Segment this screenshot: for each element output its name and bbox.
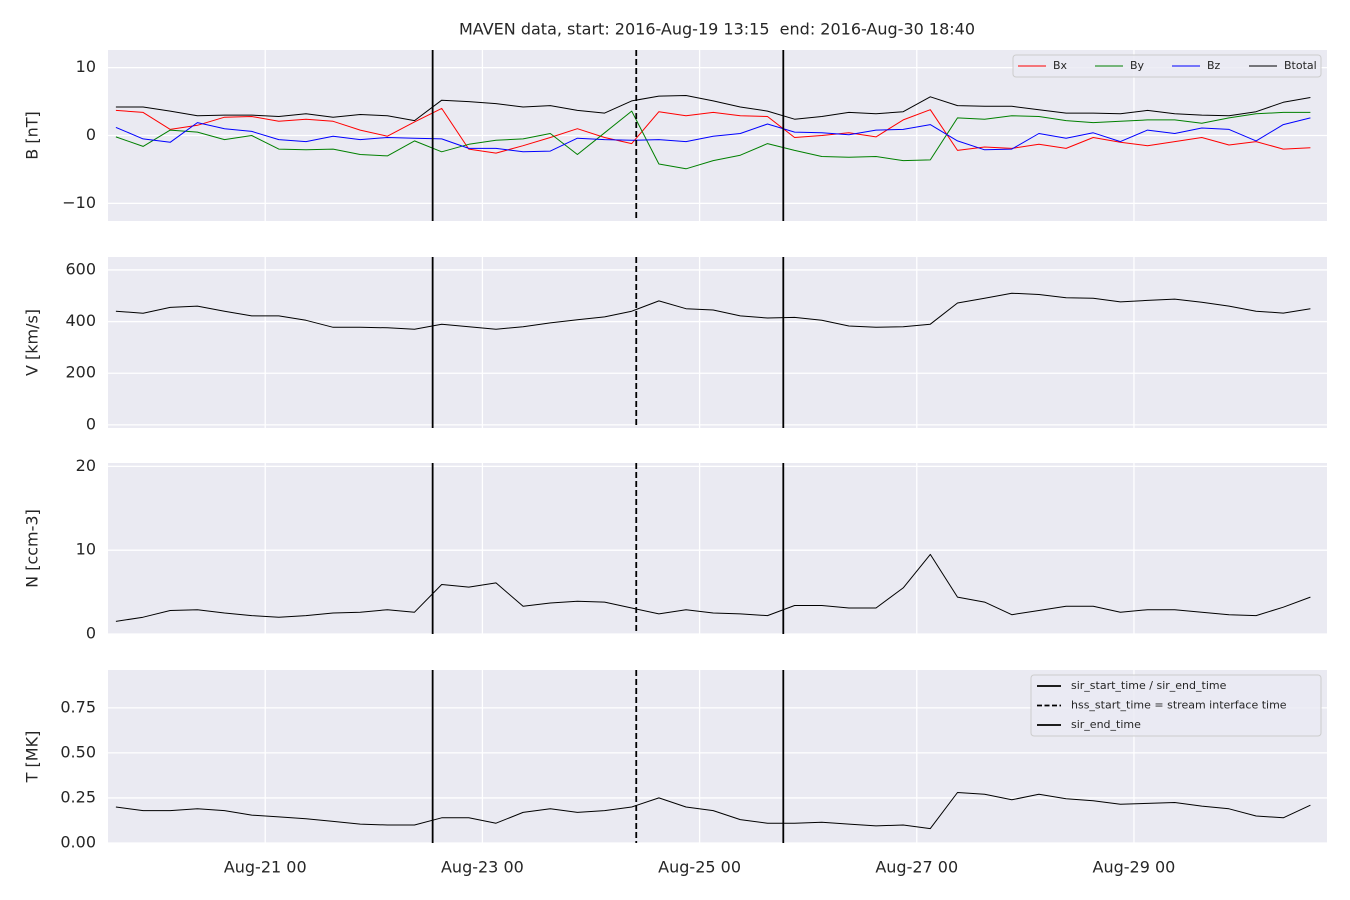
series-line <box>115 110 1311 170</box>
series-line <box>115 792 1311 830</box>
y-tick-label: 0.75 <box>60 697 96 716</box>
x-tick-label: Aug-23 00 <box>441 858 524 877</box>
series-line <box>115 292 1311 330</box>
y-tick-label: 200 <box>65 363 96 382</box>
series-group <box>115 292 1311 330</box>
y-tick-label: 600 <box>65 259 96 278</box>
x-tick-label: Aug-27 00 <box>875 858 958 877</box>
x-tick-label: Aug-29 00 <box>1093 858 1176 877</box>
x-tick-label: Aug-25 00 <box>658 858 741 877</box>
y-axis-label: B [nT] <box>23 111 42 159</box>
y-tick-label: −10 <box>62 193 96 212</box>
y-axis-label: N [ccm-3] <box>23 509 42 588</box>
legend-label: sir_start_time / sir_end_time <box>1071 679 1227 692</box>
y-tick-label: 10 <box>76 57 96 76</box>
legend-label: sir_end_time <box>1071 718 1141 731</box>
legend-box <box>1030 674 1322 737</box>
legend-label: hss_start_time = stream interface time <box>1071 699 1287 712</box>
series-line <box>115 117 1311 153</box>
series-group <box>115 95 1311 170</box>
y-tick-label: 0.25 <box>60 787 96 806</box>
series-line <box>115 95 1311 122</box>
y-tick-label: 0.00 <box>60 833 96 852</box>
plot-background <box>108 463 1327 634</box>
legend-label: By <box>1130 59 1145 72</box>
series-line <box>115 553 1311 622</box>
y-tick-label: 0.50 <box>60 742 96 761</box>
series-group <box>115 792 1311 830</box>
plot-background <box>108 257 1327 428</box>
y-tick-label: 400 <box>65 311 96 330</box>
x-tick-label: Aug-21 00 <box>224 858 307 877</box>
legend-label: Bz <box>1207 59 1221 72</box>
y-tick-label: 20 <box>76 456 96 475</box>
y-tick-label: 0 <box>86 414 96 433</box>
series-group <box>115 553 1311 622</box>
y-tick-label: 0 <box>86 624 96 643</box>
y-tick-label: 0 <box>86 125 96 144</box>
y-axis-label: V [km/s] <box>23 309 42 376</box>
y-axis-label: T [MK] <box>23 731 42 784</box>
legend-label: Btotal <box>1284 59 1317 72</box>
y-tick-label: 10 <box>76 540 96 559</box>
legend-label: Bx <box>1053 59 1068 72</box>
legend-box <box>1012 54 1322 78</box>
chart-title: MAVEN data, start: 2016-Aug-19 13:15 end… <box>459 20 975 39</box>
series-line <box>115 107 1311 154</box>
